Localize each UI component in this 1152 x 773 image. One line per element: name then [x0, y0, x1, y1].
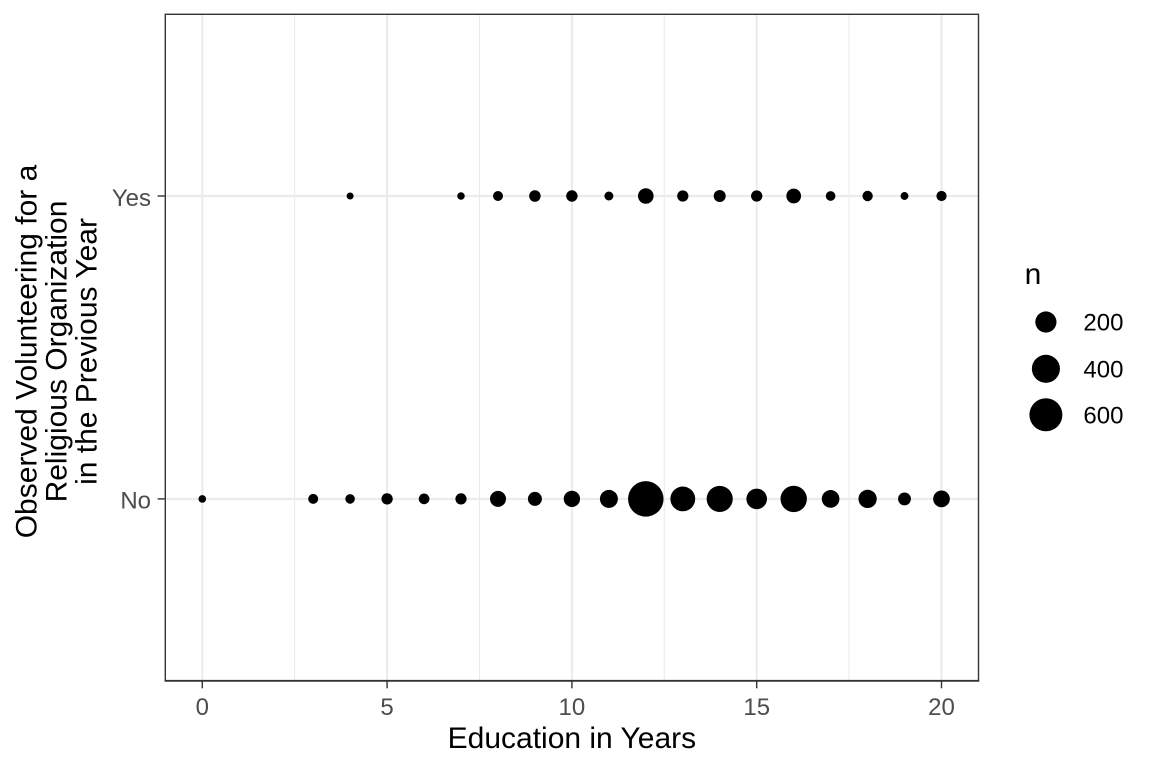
- svg-text:20: 20: [928, 694, 955, 721]
- svg-text:10: 10: [559, 694, 586, 721]
- svg-text:5: 5: [380, 694, 393, 721]
- svg-text:Yes: Yes: [112, 185, 151, 212]
- svg-text:0: 0: [196, 694, 209, 721]
- svg-text:Observed Volunteering for a: Observed Volunteering for a: [11, 164, 44, 538]
- svg-text:Education in Years: Education in Years: [448, 722, 697, 755]
- svg-text:in the Previous Year: in the Previous Year: [71, 218, 104, 485]
- svg-text:15: 15: [743, 694, 770, 721]
- svg-text:Religious Organization: Religious Organization: [41, 201, 74, 503]
- svg-text:600: 600: [1083, 402, 1123, 429]
- svg-text:400: 400: [1083, 356, 1123, 383]
- svg-text:No: No: [120, 488, 151, 515]
- svg-text:200: 200: [1083, 310, 1123, 337]
- svg-text:n: n: [1025, 258, 1042, 291]
